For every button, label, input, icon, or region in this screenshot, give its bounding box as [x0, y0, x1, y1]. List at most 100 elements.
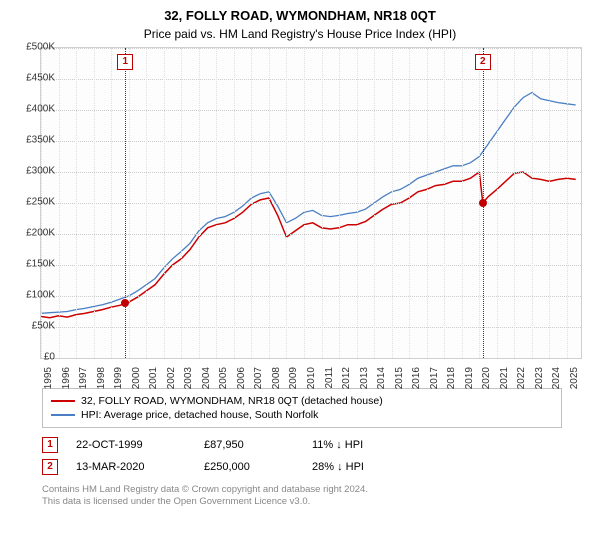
x-axis-label: 2013 [359, 367, 370, 389]
x-axis-label: 2023 [534, 367, 545, 389]
y-axis-label: £150K [26, 259, 55, 270]
x-axis-label: 2014 [376, 367, 387, 389]
marker-vline [125, 48, 126, 358]
sale-price: £87,950 [204, 439, 294, 451]
gridline-vertical [532, 48, 533, 358]
x-axis-label: 2008 [271, 367, 282, 389]
sale-row: 213-MAR-2020£250,00028% ↓ HPI [42, 456, 562, 478]
gridline-vertical [514, 48, 515, 358]
gridline-vertical [94, 48, 95, 358]
gridline-vertical [567, 48, 568, 358]
x-axis-label: 1998 [96, 367, 107, 389]
gridline-vertical [146, 48, 147, 358]
gridline-horizontal [41, 327, 581, 328]
x-axis-label: 2017 [429, 367, 440, 389]
marker-badge: 1 [117, 54, 133, 70]
x-axis-label: 2002 [166, 367, 177, 389]
gridline-vertical [269, 48, 270, 358]
gridline-vertical [322, 48, 323, 358]
x-axis-label: 2007 [253, 367, 264, 389]
sale-date: 13-MAR-2020 [76, 461, 186, 473]
gridline-vertical [304, 48, 305, 358]
gridline-vertical [409, 48, 410, 358]
x-axis-label: 1999 [113, 367, 124, 389]
chart-subtitle: Price paid vs. HM Land Registry's House … [0, 23, 600, 47]
x-axis-label: 2009 [288, 367, 299, 389]
gridline-vertical [59, 48, 60, 358]
sale-badge: 1 [42, 437, 58, 453]
x-axis-label: 2024 [551, 367, 562, 389]
marker-dot [121, 299, 129, 307]
chart-title: 32, FOLLY ROAD, WYMONDHAM, NR18 0QT [0, 0, 600, 23]
sale-price: £250,000 [204, 461, 294, 473]
y-axis-label: £350K [26, 135, 55, 146]
x-axis-label: 2000 [131, 367, 142, 389]
gridline-vertical [392, 48, 393, 358]
y-axis-label: £50K [32, 321, 55, 332]
x-axis-label: 2006 [236, 367, 247, 389]
x-axis-label: 2012 [341, 367, 352, 389]
gridline-horizontal [41, 265, 581, 266]
x-axis-label: 2019 [464, 367, 475, 389]
gridline-vertical [497, 48, 498, 358]
footer-attribution: Contains HM Land Registry data © Crown c… [42, 484, 562, 509]
sale-diff: 11% ↓ HPI [312, 439, 422, 451]
legend-swatch [51, 400, 75, 402]
y-axis-label: £400K [26, 104, 55, 115]
gridline-horizontal [41, 141, 581, 142]
x-axis-label: 2020 [481, 367, 492, 389]
x-axis-label: 1996 [61, 367, 72, 389]
x-axis-label: 2003 [183, 367, 194, 389]
gridline-vertical [111, 48, 112, 358]
footer-line2: This data is licensed under the Open Gov… [42, 496, 562, 508]
marker-badge: 2 [475, 54, 491, 70]
gridline-vertical [164, 48, 165, 358]
gridline-vertical [129, 48, 130, 358]
sale-badge: 2 [42, 459, 58, 475]
sale-row: 1 22-OCT-1999 £87,950 11% ↓ HPI [42, 434, 562, 456]
footer-line1: Contains HM Land Registry data © Crown c… [42, 484, 562, 496]
gridline-vertical [181, 48, 182, 358]
y-axis-label: £250K [26, 197, 55, 208]
y-axis-label: £500K [26, 42, 55, 53]
gridline-horizontal [41, 203, 581, 204]
gridline-vertical [357, 48, 358, 358]
x-axis-label: 2004 [201, 367, 212, 389]
chart-area: 12 £0£50K£100K£150K£200K£250K£300K£350K£… [40, 47, 600, 382]
x-axis-label: 2001 [148, 367, 159, 389]
y-axis-label: £200K [26, 228, 55, 239]
gridline-horizontal [41, 110, 581, 111]
gridline-vertical [339, 48, 340, 358]
x-axis-label: 1995 [43, 367, 54, 389]
gridline-vertical [199, 48, 200, 358]
gridline-horizontal [41, 172, 581, 173]
x-axis-label: 2018 [446, 367, 457, 389]
gridline-horizontal [41, 48, 581, 49]
x-axis-label: 2010 [306, 367, 317, 389]
y-axis-label: £300K [26, 166, 55, 177]
gridline-horizontal [41, 234, 581, 235]
legend-item: HPI: Average price, detached house, Sout… [51, 408, 553, 422]
y-axis-label: £100K [26, 290, 55, 301]
legend-box: 32, FOLLY ROAD, WYMONDHAM, NR18 0QT (det… [42, 388, 562, 428]
x-axis-label: 2021 [499, 367, 510, 389]
legend-item: 32, FOLLY ROAD, WYMONDHAM, NR18 0QT (det… [51, 394, 553, 408]
x-axis-label: 2016 [411, 367, 422, 389]
gridline-vertical [444, 48, 445, 358]
x-axis-label: 2011 [324, 367, 335, 389]
x-axis-label: 2025 [569, 367, 580, 389]
gridline-vertical [216, 48, 217, 358]
gridline-vertical [374, 48, 375, 358]
gridline-vertical [251, 48, 252, 358]
gridline-horizontal [41, 79, 581, 80]
y-axis-label: £0 [44, 352, 55, 363]
gridline-vertical [234, 48, 235, 358]
legend-label: HPI: Average price, detached house, Sout… [81, 409, 318, 421]
gridline-horizontal [41, 296, 581, 297]
x-axis-label: 2022 [516, 367, 527, 389]
gridline-vertical [76, 48, 77, 358]
sale-date: 22-OCT-1999 [76, 439, 186, 451]
x-axis-label: 2015 [394, 367, 405, 389]
y-axis-label: £450K [26, 73, 55, 84]
x-axis-label: 1997 [78, 367, 89, 389]
